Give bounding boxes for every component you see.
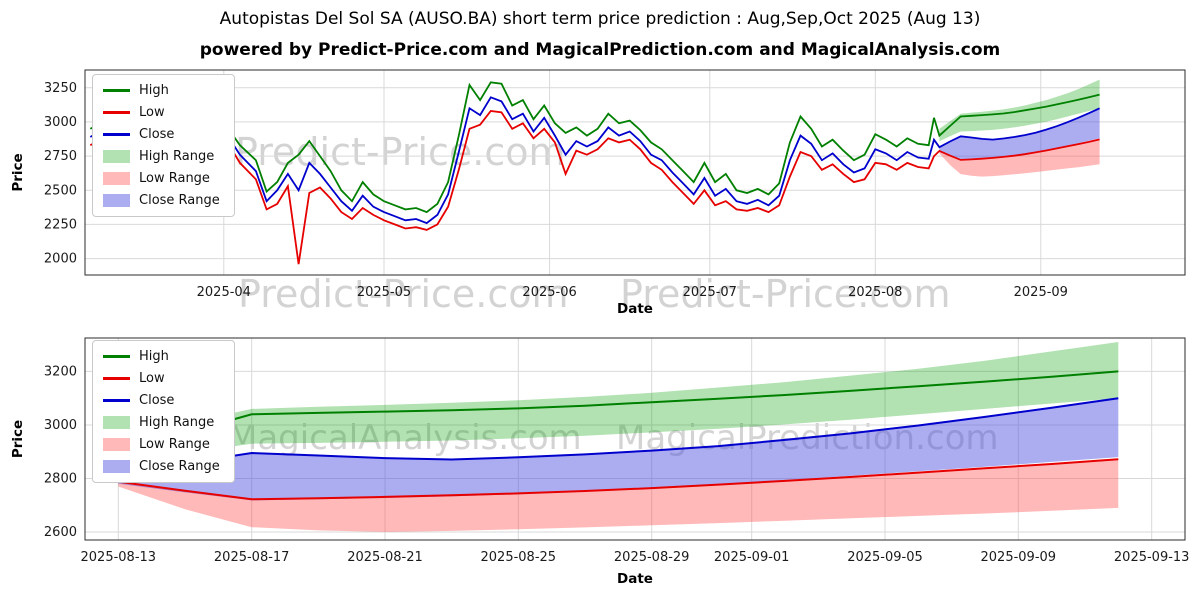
x-tick-label: 2025-08-29: [614, 550, 690, 565]
high-swatch-icon: [103, 89, 130, 92]
y-tick-label: 2800: [44, 472, 77, 487]
low-range-band: [118, 459, 1119, 532]
low-line: [118, 458, 1119, 501]
legend-item-low: Low: [103, 105, 220, 120]
legend-label: Close: [139, 393, 175, 408]
close-range-swatch-icon: [103, 194, 130, 207]
close-line: [118, 397, 1119, 476]
prediction-zoom-chart: 2600 2800 3000 3200 2025-08-13 2025-08-17 2025…: [10, 337, 1190, 587]
x-tick-label: 2025-04: [197, 285, 251, 300]
legend-label: Low Range: [139, 171, 210, 186]
y-tick-label: 3250: [44, 81, 77, 96]
price-history-chart: 2000 2250 2500 2750 3000 3250 2025-04 2025-05 20…: [10, 69, 1186, 317]
y-tick-label: 2750: [44, 149, 77, 164]
high-range-swatch-icon: [103, 416, 130, 429]
low-swatch-icon: [103, 377, 130, 380]
chart2-legend: High Low Close High Range Low Range Close Ran…: [92, 340, 235, 483]
legend-label: Close Range: [139, 193, 220, 208]
watermark-text: Predict-Price.com: [238, 272, 569, 316]
page-subtitle: powered by Predict-Price.com and Magical…: [199, 40, 1001, 60]
legend-item-high-range: High Range: [103, 415, 220, 430]
x-tick-label: 2025-08: [848, 285, 902, 300]
legend-item-high: High: [103, 83, 220, 98]
y-axis-label: Price: [10, 153, 26, 191]
legend-item-low-range: Low Range: [103, 171, 220, 186]
low-range-swatch-icon: [103, 172, 130, 185]
close-range-band: [118, 398, 1119, 501]
legend-item-close-range: Close Range: [103, 459, 220, 474]
chart1-legend: High Low Close High Range Low Range Close Ran…: [92, 74, 235, 217]
legend-label: Low Range: [139, 437, 210, 452]
y-tick-label: 2600: [44, 525, 77, 540]
watermark-text: Predict-Price.com: [235, 130, 566, 174]
legend-label: High: [139, 83, 169, 98]
plot-frame: [84, 337, 1186, 541]
plot-frame: [84, 69, 1186, 276]
low-range-swatch-icon: [103, 438, 130, 451]
low-line: [89, 110, 1100, 265]
x-tick-label: 2025-09-05: [847, 550, 923, 565]
legend-item-low-range: Low Range: [103, 437, 220, 452]
legend-label: Close Range: [139, 459, 220, 474]
legend-item-high-range: High Range: [103, 149, 220, 164]
legend-label: High Range: [139, 415, 215, 430]
x-tick-label: 2025-05: [357, 285, 411, 300]
y-tick-label: 2250: [44, 217, 77, 232]
y-axis-label: Price: [10, 420, 26, 458]
legend-item-close-range: Close Range: [103, 193, 220, 208]
legend-item-low: Low: [103, 371, 220, 386]
legend-label: High Range: [139, 149, 215, 164]
x-tick-label: 2025-09: [1014, 285, 1068, 300]
close-line: [89, 96, 1100, 225]
x-tick-label: 2025-08-13: [81, 550, 157, 565]
x-axis-label: Date: [617, 571, 653, 587]
x-tick-label: 2025-09-09: [981, 550, 1057, 565]
page-title: Autopistas Del Sol SA (AUSO.BA) short te…: [219, 9, 981, 29]
legend-label: Low: [139, 371, 165, 386]
x-tick-label: 2025-08-25: [481, 550, 557, 565]
y-tick-label: 2500: [44, 183, 77, 198]
x-tick-label: 2025-09-01: [714, 550, 790, 565]
y-tick-label: 3000: [44, 115, 77, 130]
legend-item-high: High: [103, 349, 220, 364]
x-tick-label: 2025-07: [683, 285, 737, 300]
x-tick-label: 2025-08-17: [214, 550, 290, 565]
x-tick-label: 2025-06: [522, 285, 576, 300]
x-tick-label: 2025-09-13: [1114, 550, 1190, 565]
x-axis-label: Date: [617, 301, 653, 317]
close-swatch-icon: [103, 399, 130, 402]
x-tick-label: 2025-08-21: [347, 550, 423, 565]
legend-label: High: [139, 349, 169, 364]
close-range-band: [939, 108, 1100, 161]
legend-label: Close: [139, 127, 175, 142]
close-swatch-icon: [103, 133, 130, 136]
y-tick-label: 3200: [44, 364, 77, 379]
low-swatch-icon: [103, 111, 130, 114]
high-range-swatch-icon: [103, 150, 130, 163]
legend-label: Low: [139, 105, 165, 120]
high-line: [89, 81, 1100, 214]
legend-item-close: Close: [103, 393, 220, 408]
high-swatch-icon: [103, 355, 130, 358]
y-tick-label: 2000: [44, 252, 77, 267]
high-line: [118, 370, 1119, 453]
close-range-swatch-icon: [103, 460, 130, 473]
high-range-band: [118, 342, 1119, 463]
y-tick-label: 3000: [44, 418, 77, 433]
watermark-text: Predict-Price.com: [620, 272, 951, 316]
legend-item-close: Close: [103, 127, 220, 142]
